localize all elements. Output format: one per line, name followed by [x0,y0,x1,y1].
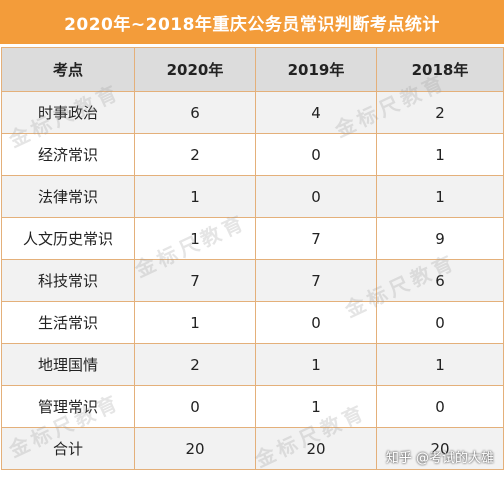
table-row: 法律常识 1 0 1 [1,175,504,218]
cell-2018: 1 [376,343,504,386]
cell-2020: 20 [134,427,256,470]
row-label: 合计 [1,427,135,470]
row-label: 管理常识 [1,385,135,428]
cell-2018: 6 [376,259,504,302]
row-label: 生活常识 [1,301,135,344]
cell-2018: 1 [376,175,504,218]
cell-2019: 1 [255,343,377,386]
cell-2020: 1 [134,301,256,344]
cell-2019: 0 [255,175,377,218]
cell-2019: 0 [255,133,377,176]
header-cell-2020: 2020年 [134,47,256,92]
row-label: 人文历史常识 [1,217,135,260]
cell-2019: 4 [255,91,377,134]
cell-2018: 20 [376,427,504,470]
cell-2020: 2 [134,343,256,386]
cell-2018: 1 [376,133,504,176]
cell-2019: 0 [255,301,377,344]
cell-2020: 6 [134,91,256,134]
cell-2018: 2 [376,91,504,134]
row-label: 时事政治 [1,91,135,134]
table-row: 人文历史常识 1 7 9 [1,217,504,260]
cell-2020: 0 [134,385,256,428]
row-label: 经济常识 [1,133,135,176]
cell-2019: 1 [255,385,377,428]
cell-2020: 7 [134,259,256,302]
cell-2019: 7 [255,259,377,302]
cell-2018: 0 [376,301,504,344]
source-tag: 知乎 @考试的大雄 [385,451,494,466]
row-label: 科技常识 [1,259,135,302]
table-row: 管理常识 0 1 0 [1,385,504,428]
header-cell-topic: 考点 [1,47,135,92]
cell-2019: 20 [255,427,377,470]
row-label: 地理国情 [1,343,135,386]
table-row: 经济常识 2 0 1 [1,133,504,176]
cell-2018: 0 [376,385,504,428]
cell-2020: 1 [134,175,256,218]
exam-topic-table: 考点 2020年 2019年 2018年 时事政治 6 4 2 经济常识 2 0… [1,47,504,470]
table-row: 生活常识 1 0 0 [1,301,504,344]
row-label: 法律常识 [1,175,135,218]
table-row: 科技常识 7 7 6 [1,259,504,302]
cell-2020: 1 [134,217,256,260]
table-row: 时事政治 6 4 2 [1,91,504,134]
header-row: 考点 2020年 2019年 2018年 [1,47,504,92]
total-row: 合计 20 20 20 [1,427,504,470]
table-row: 地理国情 2 1 1 [1,343,504,386]
table-title: 2020年~2018年重庆公务员常识判断考点统计 [0,0,504,44]
header-cell-2018: 2018年 [376,47,504,92]
cell-2018: 9 [376,217,504,260]
cell-2020: 2 [134,133,256,176]
cell-2019: 7 [255,217,377,260]
header-cell-2019: 2019年 [255,47,377,92]
